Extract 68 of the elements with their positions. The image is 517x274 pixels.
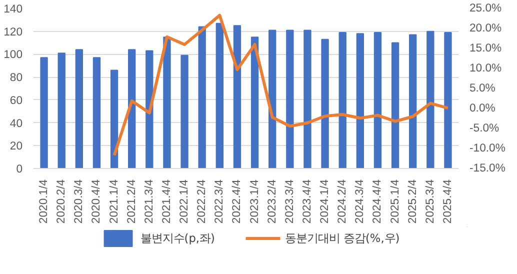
y-tick-label: 100	[4, 49, 23, 62]
x-tick-label: 2024.1/4	[319, 179, 332, 224]
y2-tick-label: 25.0%	[470, 2, 502, 14]
y2-tick-label: 20.0%	[470, 22, 502, 34]
x-tick-label: 2021.3/4	[143, 179, 156, 224]
y2-tick-label: 10.0%	[470, 62, 502, 74]
x-tick-label: 2022.4/4	[231, 179, 244, 224]
bar	[128, 49, 136, 168]
bar	[286, 30, 294, 168]
y-tick-label: 20	[10, 140, 23, 153]
x-tick-label: 2024.3/4	[354, 179, 366, 224]
y2-tick-label: 0.0%	[470, 102, 496, 114]
bar	[250, 36, 259, 168]
x-tick-label: 2020.4/4	[90, 179, 103, 224]
y-tick-label: 40	[10, 118, 23, 130]
bar	[40, 57, 48, 168]
x-tick-label: 2025.4/4	[442, 179, 454, 224]
y-tick-label: 140	[4, 4, 23, 16]
x-tick-label: 2025.2/4	[406, 179, 419, 224]
legend-label: 불변지수(p,좌)	[140, 230, 215, 246]
bar	[75, 49, 83, 168]
bar	[180, 54, 188, 168]
y-tick-label: 60	[10, 94, 23, 107]
x-tick-label: 2024.2/4	[336, 179, 349, 224]
x-tick-label: 2024.4/4	[372, 179, 384, 224]
bar	[338, 32, 346, 168]
bar	[233, 25, 242, 168]
line-series	[112, 14, 450, 157]
bar	[268, 30, 276, 168]
x-tick-label: 2025.1/4	[389, 179, 402, 224]
bar	[58, 52, 66, 168]
y2-tick-label: 15.0%	[470, 42, 502, 54]
bar	[110, 70, 118, 168]
bar	[198, 26, 206, 168]
bar	[356, 33, 364, 168]
x-tick-label: 2021.1/4	[108, 179, 120, 224]
x-tick-label: 2021.2/4	[126, 179, 138, 224]
x-tick-label: 2023.2/4	[266, 179, 278, 224]
bar	[444, 32, 452, 168]
x-tick-label: 2025.3/4	[424, 179, 436, 224]
bar	[321, 38, 329, 168]
y2-tick-label: -15.0%	[470, 162, 506, 174]
bar	[391, 42, 400, 168]
y2-tick-label: -10.0%	[470, 142, 506, 154]
x-tick-label: 2020.1/4	[38, 179, 50, 224]
x-tick-label: 2023.4/4	[301, 179, 314, 224]
y-tick-label: 80	[10, 72, 23, 84]
bar	[426, 30, 434, 168]
y2-tick-label: 5.0%	[470, 82, 496, 94]
bar	[374, 32, 382, 168]
y-tick-label: 0	[16, 164, 23, 176]
x-tick-label: 2021.4/4	[160, 179, 173, 224]
x-tick-label: 2022.1/4	[178, 179, 191, 224]
bar	[409, 34, 417, 168]
x-tick-label: 2020.2/4	[56, 179, 68, 224]
legend-label: 동분기대비 증감(%,우)	[284, 230, 400, 246]
x-tick-label: 2022.3/4	[214, 179, 226, 224]
bar	[216, 22, 224, 168]
x-tick-label: 2023.3/4	[284, 179, 296, 224]
bar	[92, 57, 101, 168]
bar	[163, 36, 171, 168]
x-tick-label: 2022.2/4	[196, 179, 208, 224]
x-tick-label: 2023.1/4	[248, 179, 261, 224]
bar	[304, 30, 312, 168]
x-tick-label: 2020.3/4	[73, 179, 86, 224]
y2-tick-label: -5.0%	[470, 122, 500, 134]
bar	[146, 50, 154, 168]
y-tick-label: 120	[4, 26, 23, 38]
